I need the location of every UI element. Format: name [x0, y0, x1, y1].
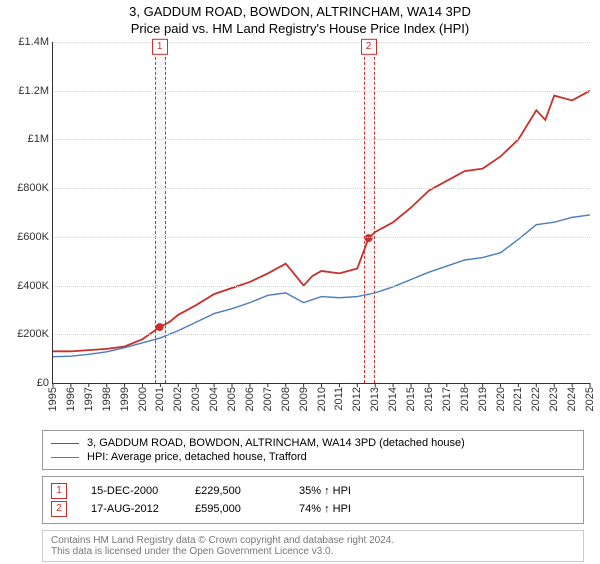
x-axis-label: 1997: [83, 387, 95, 411]
y-axis-label: £1M: [28, 133, 49, 145]
gridline-h: [53, 237, 590, 238]
x-axis-label: 2000: [137, 387, 149, 411]
sale-price: £229,500: [195, 485, 275, 497]
y-axis-label: £800K: [17, 182, 49, 194]
gridline-h: [53, 91, 590, 92]
x-axis-label: 2011: [333, 387, 345, 411]
y-axis-label: £400K: [17, 280, 49, 292]
x-axis-label: 2003: [190, 387, 202, 411]
x-axis-label: 2025: [584, 387, 596, 411]
x-axis-label: 2016: [423, 387, 435, 411]
sale-delta: 74% ↑ HPI: [299, 503, 379, 515]
sale-delta: 35% ↑ HPI: [299, 485, 379, 497]
sales-table: 1 15-DEC-2000 £229,500 35% ↑ HPI 2 17-AUG-201…: [42, 476, 584, 524]
x-axis-label: 2013: [369, 387, 381, 411]
chart-container: £0£200K£400K£600K£800K£1M£1.2M£1.4M19951…: [10, 42, 590, 422]
x-axis-label: 1998: [101, 387, 113, 411]
x-axis-label: 2005: [226, 387, 238, 411]
sale-marker-icon: 1: [51, 483, 67, 499]
x-axis-label: 2024: [566, 387, 578, 411]
x-axis-label: 2021: [512, 387, 524, 411]
x-axis-label: 2012: [351, 387, 363, 411]
y-axis-label: £200K: [17, 328, 49, 340]
y-axis-label: £600K: [17, 231, 49, 243]
x-axis-label: 1996: [65, 387, 77, 411]
x-axis-label: 2004: [208, 387, 220, 411]
sale-price: £595,000: [195, 503, 275, 515]
legend-swatch: [51, 457, 79, 458]
chart-title-sub: Price paid vs. HM Land Registry's House …: [0, 21, 600, 36]
x-axis-label: 2002: [172, 387, 184, 411]
x-axis-label: 2001: [154, 387, 166, 411]
x-axis-label: 2010: [316, 387, 328, 411]
x-axis-label: 2008: [280, 387, 292, 411]
gridline-h: [53, 42, 590, 43]
x-axis-label: 1995: [47, 387, 59, 411]
x-axis-label: 2017: [441, 387, 453, 411]
sale-row: 1 15-DEC-2000 £229,500 35% ↑ HPI: [51, 483, 575, 499]
legend: 3, GADDUM ROAD, BOWDON, ALTRINCHAM, WA14…: [42, 430, 584, 470]
sale-marker-1: 1: [152, 39, 168, 55]
sale-date: 15-DEC-2000: [91, 485, 171, 497]
x-axis-label: 2007: [262, 387, 274, 411]
x-axis-label: 2023: [548, 387, 560, 411]
sale-marker-2: 2: [361, 39, 377, 55]
legend-row: HPI: Average price, detached house, Traf…: [51, 451, 575, 463]
chart-title-main: 3, GADDUM ROAD, BOWDON, ALTRINCHAM, WA14…: [0, 4, 600, 19]
x-axis-label: 2019: [477, 387, 489, 411]
gridline-h: [53, 139, 590, 140]
legend-row: 3, GADDUM ROAD, BOWDON, ALTRINCHAM, WA14…: [51, 437, 575, 449]
footer-line1: Contains HM Land Registry data © Crown c…: [51, 535, 575, 546]
y-axis-label: £1.2M: [18, 85, 49, 97]
legend-swatch: [51, 443, 79, 444]
chart-svg: [53, 42, 590, 383]
plot-area: £0£200K£400K£600K£800K£1M£1.2M£1.4M19951…: [52, 42, 590, 384]
x-axis-label: 2015: [405, 387, 417, 411]
footer-attribution: Contains HM Land Registry data © Crown c…: [42, 530, 584, 562]
gridline-h: [53, 188, 590, 189]
legend-label: HPI: Average price, detached house, Traf…: [87, 451, 307, 463]
footer-line2: This data is licensed under the Open Gov…: [51, 546, 575, 557]
x-axis-label: 2020: [495, 387, 507, 411]
x-axis-label: 2009: [298, 387, 310, 411]
sale-marker-icon: 2: [51, 501, 67, 517]
gridline-h: [53, 286, 590, 287]
x-axis-label: 2006: [244, 387, 256, 411]
sale-row: 2 17-AUG-2012 £595,000 74% ↑ HPI: [51, 501, 575, 517]
x-axis-label: 2022: [530, 387, 542, 411]
x-axis-label: 2014: [387, 387, 399, 411]
gridline-h: [53, 334, 590, 335]
x-axis-label: 2018: [459, 387, 471, 411]
series-property: [53, 91, 590, 352]
sale-date: 17-AUG-2012: [91, 503, 171, 515]
y-axis-label: £1.4M: [18, 36, 49, 48]
legend-label: 3, GADDUM ROAD, BOWDON, ALTRINCHAM, WA14…: [87, 437, 465, 449]
x-axis-label: 1999: [119, 387, 131, 411]
